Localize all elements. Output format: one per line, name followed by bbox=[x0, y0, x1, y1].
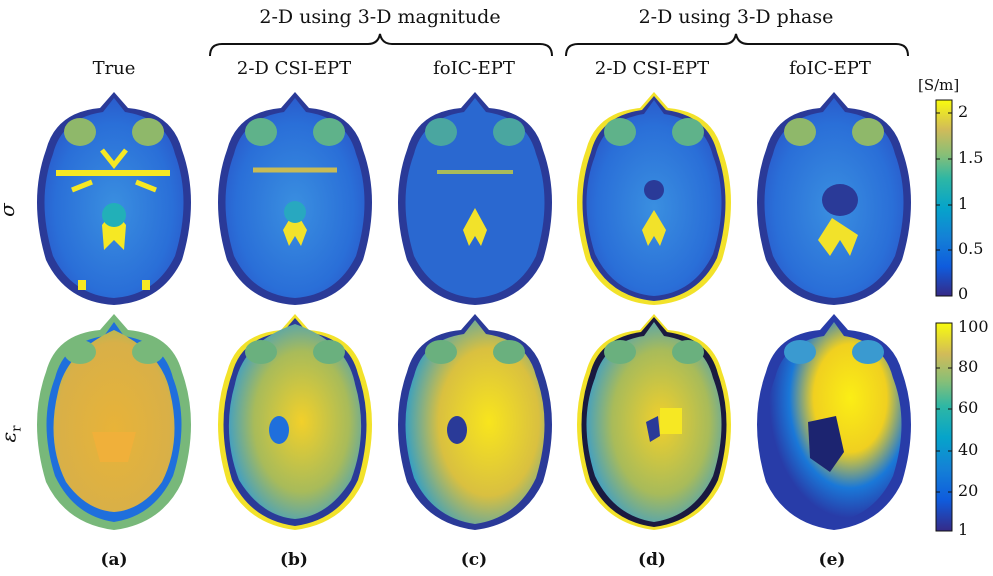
column-title-b: 2-D CSI-EPT bbox=[236, 58, 352, 79]
panel-label-d: (d) bbox=[638, 550, 666, 570]
panel-label-a: (a) bbox=[100, 550, 128, 570]
colorbar-eps-tick: 100 bbox=[958, 317, 989, 336]
colorbar-sigma-tick: 0.5 bbox=[958, 239, 984, 258]
group-title-magnitude: 2-D using 3-D magnitude bbox=[259, 6, 501, 28]
colorbar-eps-tick: 60 bbox=[958, 398, 979, 417]
colorbar-eps-tick: 80 bbox=[958, 357, 979, 376]
map-sigma-c bbox=[398, 92, 552, 305]
colorbar-eps-tick: 40 bbox=[958, 440, 979, 459]
column-title-d: 2-D CSI-EPT bbox=[594, 58, 710, 79]
column-title-e: foIC-EPT bbox=[789, 58, 871, 79]
row-label-sigma: σ bbox=[0, 203, 19, 217]
colorbar-eps-bar bbox=[935, 322, 953, 532]
row-label-eps: εr bbox=[0, 426, 24, 443]
map-sigma-a bbox=[37, 92, 191, 305]
map-sigma-e bbox=[757, 92, 911, 305]
panel-label-c: (c) bbox=[460, 550, 488, 570]
column-title-a: True bbox=[92, 58, 136, 79]
colorbar-sigma-tick: 2 bbox=[958, 102, 969, 121]
map-sigma-d bbox=[577, 92, 731, 305]
map-eps-a bbox=[37, 314, 191, 530]
colorbar-sigma-tick: 1.5 bbox=[958, 148, 984, 167]
colorbar-sigma-unit: [S/m] bbox=[918, 76, 960, 94]
colorbar-eps-tick: 20 bbox=[958, 481, 979, 500]
column-title-c: foIC-EPT bbox=[433, 58, 515, 79]
bracket-phase bbox=[565, 33, 909, 57]
row-label-eps-subscript: r bbox=[9, 425, 25, 432]
colorbar-sigma-tick: 0 bbox=[958, 284, 969, 303]
colorbar-sigma-tick: 1 bbox=[958, 194, 969, 213]
map-eps-e bbox=[757, 314, 911, 530]
colorbar-sigma-bar bbox=[935, 99, 953, 297]
panel-label-b: (b) bbox=[280, 550, 308, 570]
map-eps-d bbox=[577, 314, 731, 530]
map-sigma-b bbox=[218, 92, 372, 305]
group-title-phase: 2-D using 3-D phase bbox=[638, 6, 834, 28]
map-eps-b bbox=[218, 314, 372, 530]
map-eps-c bbox=[398, 314, 552, 530]
panel-label-e: (e) bbox=[818, 550, 846, 570]
bracket-magnitude bbox=[209, 33, 553, 57]
colorbar-eps-tick: 1 bbox=[958, 520, 969, 539]
